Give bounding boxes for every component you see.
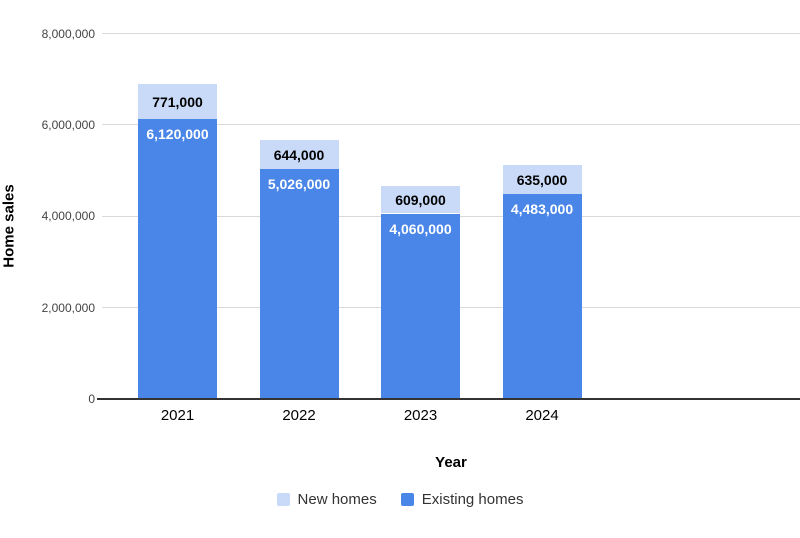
y-tick-label: 8,000,000 [41, 26, 95, 41]
legend-item-existing-homes: Existing homes [400, 491, 524, 508]
gridline-6,000,000 [102, 124, 800, 126]
bar-2021-new-homes [138, 84, 217, 120]
x-tick-label-2022: 2022 [282, 407, 316, 424]
x-axis-baseline [97, 398, 800, 400]
value-label-2023-new-homes: 609,000 [395, 191, 446, 208]
value-label-2022-new-homes: 644,000 [273, 146, 325, 163]
legend-item-new-homes: New homes [276, 491, 377, 508]
value-label-2024-existing-homes: 4,483,000 [510, 201, 574, 218]
y-tick-label: 6,000,000 [41, 117, 95, 132]
value-label-2024-new-homes: 635,000 [516, 171, 568, 188]
gridline-8,000,000 [102, 33, 800, 34]
x-tick-label-2023: 2023 [403, 407, 438, 424]
bar-2023-existing-homes [381, 213, 460, 399]
x-tick-label-2024: 2024 [525, 407, 559, 424]
bar-2021-existing-homes [138, 119, 217, 399]
legend: New homes Existing homes [0, 491, 800, 508]
value-label-2023-existing-homes: 4,060,000 [389, 220, 452, 237]
legend-swatch-icon [400, 493, 414, 506]
y-axis-title: Home sales [0, 184, 18, 268]
y-tick-label: 2,000,000 [41, 300, 95, 315]
x-axis-title: Year [435, 454, 467, 471]
legend-label: Existing homes [421, 491, 524, 508]
value-label-2021-existing-homes: 6,120,000 [146, 126, 209, 143]
value-label-2021-new-homes: 771,000 [152, 93, 203, 110]
bar-2022-existing-homes [259, 169, 339, 399]
bar-2024-existing-homes [502, 194, 582, 399]
bar-2022-new-homes [259, 139, 339, 170]
y-tick-label: 0 [88, 392, 95, 406]
bar-2024-new-homes [502, 165, 582, 195]
value-label-2022-existing-homes: 5,026,000 [267, 176, 331, 193]
legend-swatch-icon [276, 493, 290, 506]
x-tick-label-2021: 2021 [160, 407, 195, 424]
bar-2023-new-homes [381, 185, 460, 214]
y-tick-label: 4,000,000 [41, 209, 95, 224]
legend-label: New homes [297, 491, 377, 508]
